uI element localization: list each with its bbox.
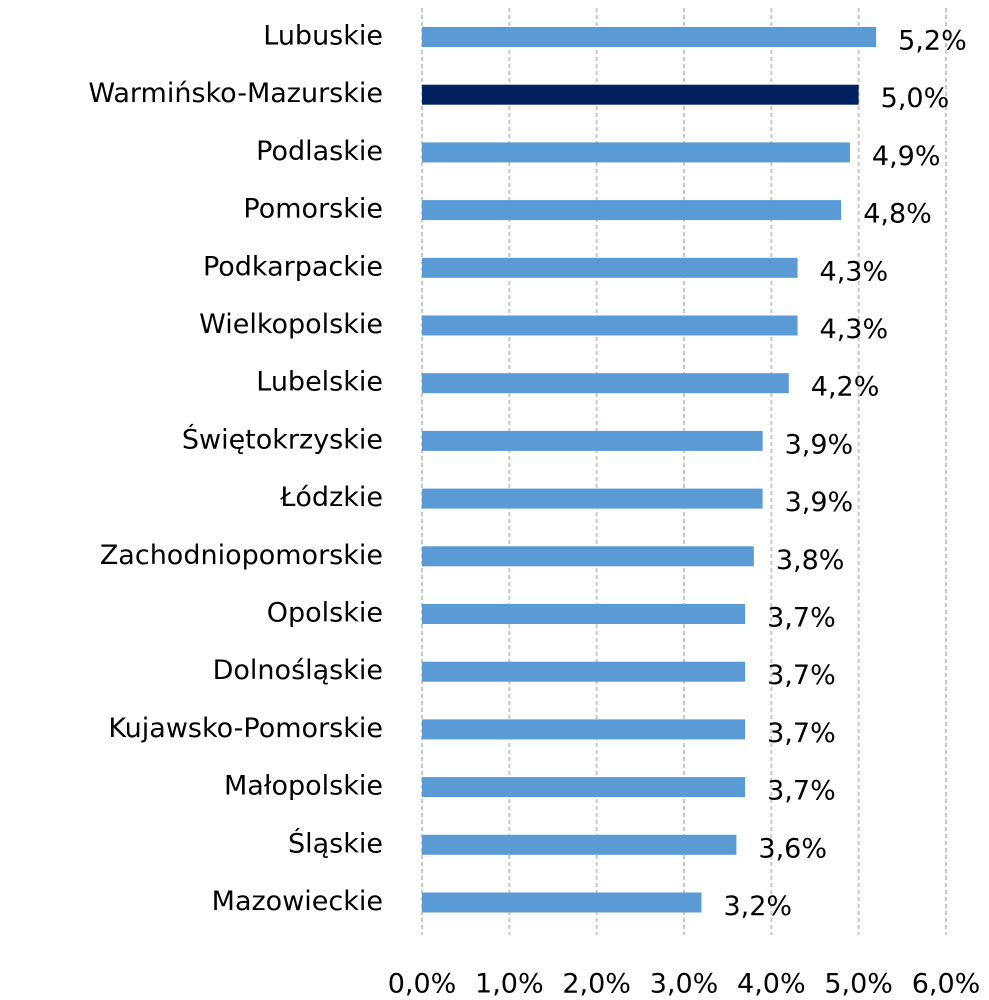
y-tick-label: Dolnośląskie <box>213 655 383 686</box>
bar <box>422 546 754 567</box>
value-label: 4,3% <box>820 314 889 345</box>
x-tick-label: 3,0% <box>650 969 719 1000</box>
y-tick-label: Małopolskie <box>224 771 383 802</box>
bar <box>422 719 746 740</box>
x-tick-label: 4,0% <box>737 969 806 1000</box>
bar <box>422 257 798 278</box>
value-label: 3,7% <box>767 718 836 749</box>
bar <box>422 834 737 855</box>
bar <box>422 777 746 798</box>
x-tick-label: 5,0% <box>824 969 893 1000</box>
value-label: 3,8% <box>776 545 845 576</box>
bar <box>422 373 789 394</box>
y-tick-label: Wielkopolskie <box>199 309 383 340</box>
x-tick-label: 6,0% <box>912 969 981 1000</box>
value-label: 3,2% <box>723 891 792 922</box>
y-tick-label: Podkarpackie <box>203 251 383 282</box>
value-label: 5,2% <box>898 26 967 57</box>
bar <box>422 200 842 221</box>
bar <box>422 27 877 47</box>
value-label: 3,9% <box>785 487 854 518</box>
bar <box>422 661 746 682</box>
value-label: 4,3% <box>820 256 889 287</box>
bar <box>422 892 702 913</box>
x-tick-label: 2,0% <box>562 969 631 1000</box>
value-label: 3,9% <box>785 429 854 460</box>
x-tick-label: 0,0% <box>388 969 457 1000</box>
y-tick-label: Śląskie <box>288 827 383 859</box>
value-label: 3,7% <box>767 776 836 807</box>
x-tick-label: 1,0% <box>475 969 544 1000</box>
value-label: 5,0% <box>881 83 950 114</box>
y-tick-label: Świętokrzyskie <box>182 423 383 455</box>
value-label: 3,7% <box>767 660 836 691</box>
value-label: 3,6% <box>758 833 827 864</box>
y-tick-label: Lubelskie <box>256 367 383 398</box>
y-tick-label: Opolskie <box>267 598 383 629</box>
bar <box>422 488 763 509</box>
value-label: 3,7% <box>767 603 836 634</box>
bar <box>422 142 850 163</box>
y-tick-label: Warmińsko-Mazurskie <box>88 78 383 109</box>
value-label: 4,8% <box>863 199 932 230</box>
y-tick-label: Pomorskie <box>243 194 383 225</box>
bar <box>422 315 798 336</box>
y-tick-label: Mazowieckie <box>212 886 383 917</box>
value-label: 4,9% <box>872 141 941 172</box>
y-tick-label: Lubuskie <box>263 21 383 52</box>
bar <box>422 84 859 105</box>
y-tick-label: Podlaskie <box>256 136 383 167</box>
y-tick-label: Kujawsko-Pomorskie <box>108 713 383 744</box>
y-tick-label: Zachodniopomorskie <box>100 540 383 571</box>
y-tick-label: Łódzkie <box>279 482 383 513</box>
bar <box>422 604 746 624</box>
bar <box>422 430 763 451</box>
value-label: 4,2% <box>811 372 880 403</box>
